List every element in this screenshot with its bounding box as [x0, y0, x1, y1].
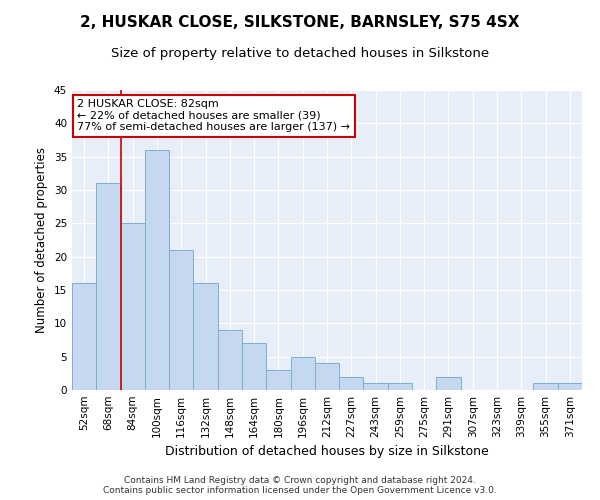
- Bar: [436, 376, 461, 390]
- Bar: [72, 284, 96, 390]
- Bar: [364, 384, 388, 390]
- Bar: [242, 344, 266, 390]
- Bar: [558, 384, 582, 390]
- Bar: [533, 384, 558, 390]
- Bar: [96, 184, 121, 390]
- Bar: [121, 224, 145, 390]
- Y-axis label: Number of detached properties: Number of detached properties: [35, 147, 49, 333]
- Text: 2 HUSKAR CLOSE: 82sqm
← 22% of detached houses are smaller (39)
77% of semi-deta: 2 HUSKAR CLOSE: 82sqm ← 22% of detached …: [77, 99, 350, 132]
- Text: 2, HUSKAR CLOSE, SILKSTONE, BARNSLEY, S75 4SX: 2, HUSKAR CLOSE, SILKSTONE, BARNSLEY, S7…: [80, 15, 520, 30]
- Bar: [145, 150, 169, 390]
- X-axis label: Distribution of detached houses by size in Silkstone: Distribution of detached houses by size …: [165, 446, 489, 458]
- Bar: [266, 370, 290, 390]
- Text: Size of property relative to detached houses in Silkstone: Size of property relative to detached ho…: [111, 48, 489, 60]
- Bar: [388, 384, 412, 390]
- Bar: [193, 284, 218, 390]
- Bar: [339, 376, 364, 390]
- Text: Contains HM Land Registry data © Crown copyright and database right 2024.
Contai: Contains HM Land Registry data © Crown c…: [103, 476, 497, 495]
- Bar: [315, 364, 339, 390]
- Bar: [218, 330, 242, 390]
- Bar: [290, 356, 315, 390]
- Bar: [169, 250, 193, 390]
